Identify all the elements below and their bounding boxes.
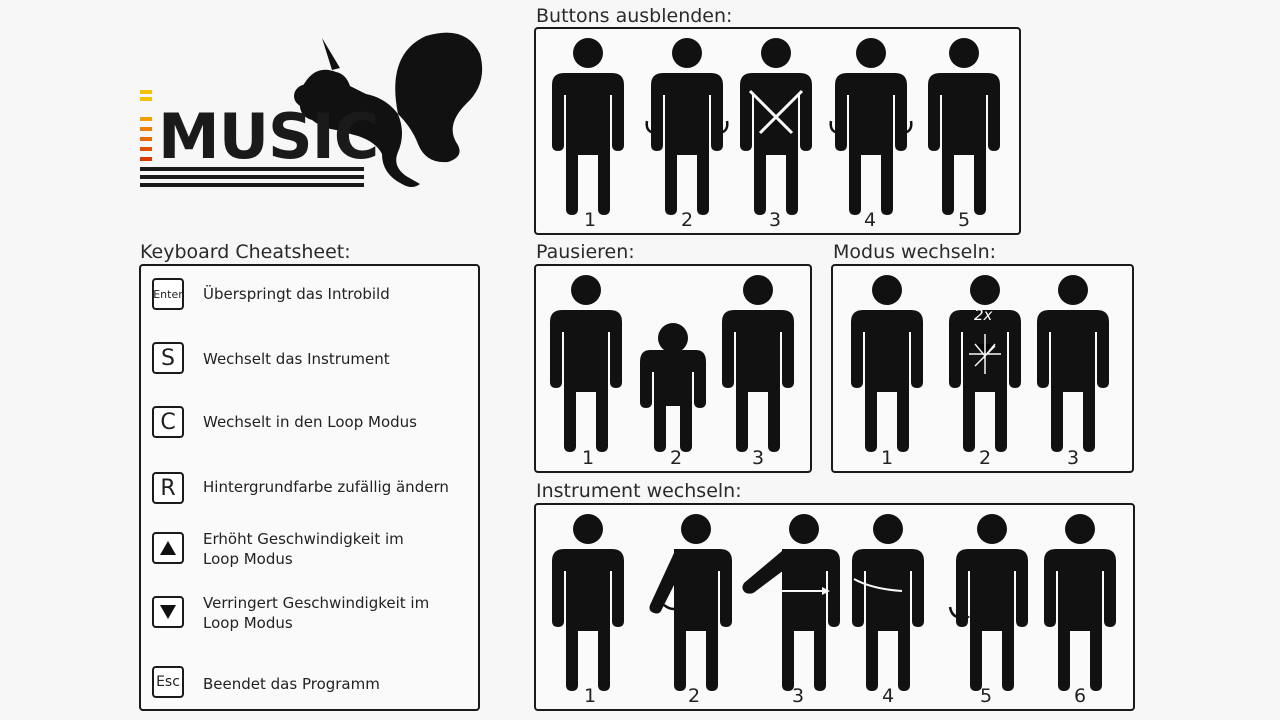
arms-rotate-figure-2 [829,38,913,215]
stand-figure [552,38,624,215]
r-desc: Hintergrundfarbe zufällig ändern [203,478,449,496]
up-desc-line2: Loop Modus [203,550,293,568]
bow-figure [640,323,706,452]
mode-title: Modus wechseln: [833,241,997,263]
stand-figure-2 [1044,514,1116,691]
step-number: 4 [864,209,877,231]
up-arrow-icon [160,541,176,555]
buttons-title: Buttons ausblenden: [536,5,733,27]
step-number: 1 [881,447,894,469]
logo: MUSIC [136,24,496,194]
c-desc: Wechselt in den Loop Modus [203,413,417,431]
instrument-title: Instrument wechseln: [536,480,742,502]
step-number: 3 [1067,447,1080,469]
pause-title: Pausieren: [536,241,635,263]
step-number: 1 [584,209,597,231]
keyboard-panel: Enter Überspringt das Introbild S Wechse… [139,264,480,711]
step-number: 3 [769,209,782,231]
down-desc: Verringert Geschwindigkeit im Loop Modus [203,593,429,633]
down-desc-line2: Loop Modus [203,614,293,632]
down-arrow-icon [160,605,176,619]
enter-desc: Überspringt das Introbild [203,285,390,303]
stand-figure [552,514,624,691]
step-number: 2 [688,685,701,707]
s-key: S [152,342,184,374]
step-number: 4 [882,685,895,707]
arms-rotate-figure [645,38,729,215]
up-key [152,532,184,564]
step-number: 5 [958,209,971,231]
keyboard-title: Keyboard Cheatsheet: [140,241,351,263]
arm-across-figure [852,514,924,691]
enter-key: Enter [152,278,184,310]
stand-figure [550,275,622,452]
step-number: 5 [980,685,993,707]
down-key [152,596,184,628]
step-number: 6 [1074,685,1087,707]
arm-point-figure [742,514,840,691]
double-clap-badge: 2x [974,306,993,324]
step-number: 2 [681,209,694,231]
stand-figure-2 [1037,275,1109,452]
step-number: 3 [792,685,805,707]
esc-key: Esc [152,666,184,698]
stand-figure-2 [722,275,794,452]
instrument-panel: 1 2 3 4 5 6 [534,503,1135,711]
stand-figure-2 [928,38,1000,215]
arms-crossed-figure [740,38,812,215]
up-desc-line1: Erhöht Geschwindigkeit im [203,530,404,548]
mode-panel: 2x 1 2 3 [831,264,1134,473]
arm-raise-figure [649,514,732,691]
c-key: C [152,406,184,438]
clap-figure [949,275,1021,452]
step-number: 1 [582,447,595,469]
step-number: 2 [979,447,992,469]
buttons-panel: 1 2 3 4 5 [534,27,1021,235]
logo-text: MUSIC [158,100,379,173]
arm-lower-figure [948,514,1028,691]
esc-desc: Beendet das Programm [203,675,380,693]
r-key: R [152,472,184,504]
step-number: 1 [584,685,597,707]
s-desc: Wechselt das Instrument [203,350,390,368]
down-desc-line1: Verringert Geschwindigkeit im [203,594,430,612]
step-number: 3 [752,447,765,469]
up-desc: Erhöht Geschwindigkeit im Loop Modus [203,529,404,569]
stand-figure [851,275,923,452]
step-number: 2 [670,447,683,469]
pause-panel: 1 2 3 [534,264,812,473]
